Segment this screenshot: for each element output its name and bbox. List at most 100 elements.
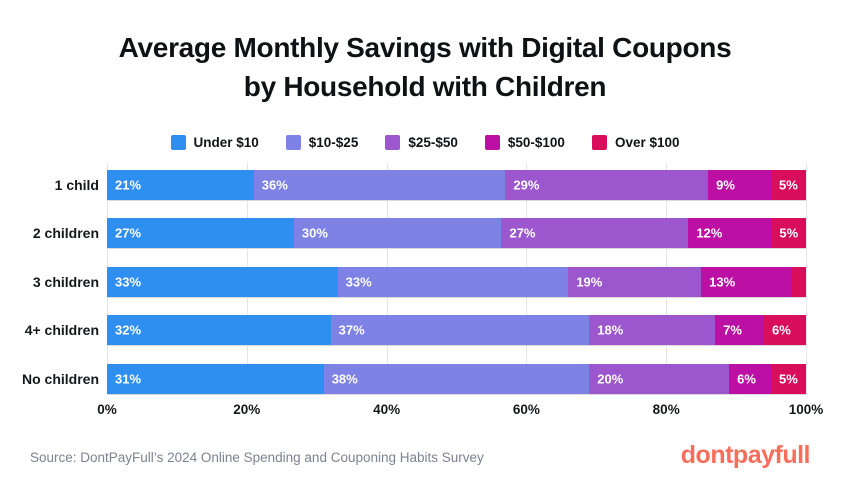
row-baseline [107, 200, 806, 201]
bar-segment: 27% [501, 218, 689, 249]
segment-value-label: 13% [709, 274, 736, 290]
bar-segment: 32% [107, 315, 331, 346]
x-axis-tick: 100% [788, 402, 824, 417]
bar-segment: 20% [589, 363, 730, 394]
bar-segment: 9% [708, 170, 772, 200]
bar-segment: 30% [293, 218, 502, 249]
bar-segment: 27% [107, 218, 294, 249]
segment-value-label: 21% [115, 177, 142, 193]
gridline [806, 163, 807, 394]
segment-value-label: 18% [597, 322, 624, 338]
bar-segment: 5% [771, 170, 806, 200]
chart-rows: 1 child 21% 36% 29% 9% 5% 2 children 27% 30% 27% 1… [0, 163, 806, 405]
legend-label: Over $100 [614, 135, 680, 150]
segment-value-label: 6% [737, 371, 756, 387]
source-attribution: Source: DontPayFull’s 2024 Online Spendi… [30, 450, 484, 465]
category-label: 4+ children [24, 322, 99, 339]
legend-swatch-icon [170, 135, 186, 150]
legend-label: $50-$100 [507, 135, 565, 150]
bar-segment: 13% [701, 266, 792, 297]
bar-segment: 5% [771, 363, 806, 394]
segment-value-label: 20% [597, 371, 624, 387]
category-label: 1 child [54, 177, 99, 193]
bar-track: 27% 30% 27% 12% 5% [107, 218, 806, 250]
bar-segment: 37% [330, 315, 590, 346]
bar-track: 33% 33% 19% 13% [107, 266, 806, 298]
segment-value-label: 31% [115, 371, 142, 387]
bar-segment: 6% [729, 363, 772, 394]
x-axis-tick: 60% [512, 402, 540, 417]
x-axis-tick: 80% [652, 402, 680, 417]
segment-value-label: 33% [345, 274, 372, 290]
bar-track: 32% 37% 18% 7% 6% [107, 315, 806, 347]
category-label: 3 children [32, 273, 99, 290]
legend-item-0: Under $10 [170, 135, 259, 150]
segment-value-label: 33% [115, 274, 142, 290]
legend-swatch-icon [285, 135, 301, 150]
bar-segment: 33% [107, 266, 338, 297]
segment-value-label: 7% [723, 322, 742, 338]
segment-value-label: 27% [115, 225, 142, 241]
segment-value-label: 5% [779, 177, 798, 193]
x-axis-tick: 0% [97, 402, 117, 417]
bar-segment: 6% [764, 315, 806, 346]
bar-track: 21% 36% 29% 9% 5% [107, 170, 806, 201]
chart-row-1: 1 child 21% 36% 29% 9% 5% [0, 163, 806, 211]
segment-value-label: 12% [696, 225, 723, 241]
segment-value-label: 5% [779, 371, 798, 387]
bar-track: 31% 38% 20% 6% 5% [107, 363, 806, 395]
chart-row-4: 4+ children 32% 37% 18% 7% 6% [0, 308, 806, 356]
legend-label: $25-$50 [408, 135, 458, 150]
segment-value-label: 38% [331, 371, 358, 387]
stacked-bar: 21% 36% 29% 9% 5% [107, 170, 806, 200]
x-axis: 0% 20% 40% 60% 80% 100% [97, 402, 823, 422]
legend-item-1: $10-$25 [285, 135, 359, 150]
row-baseline [107, 393, 806, 395]
bar-segment: 18% [589, 315, 716, 346]
row-baseline [107, 248, 806, 250]
stacked-bar-chart: 1 child 21% 36% 29% 9% 5% 2 children 27% 30% 27% 1… [0, 163, 850, 433]
segment-value-label: 36% [261, 177, 288, 193]
bar-segment [791, 266, 806, 297]
bar-segment: 5% [771, 218, 806, 249]
stacked-bar: 31% 38% 20% 6% 5% [107, 363, 806, 394]
stacked-bar: 27% 30% 27% 12% 5% [107, 218, 806, 249]
legend-item-2: $25-$50 [385, 135, 458, 150]
legend-label: Under $10 [193, 135, 259, 150]
bar-segment: 38% [323, 363, 590, 394]
dontpayfull-logo: dontpayfull [680, 441, 811, 469]
bar-segment: 33% [337, 266, 569, 297]
row-baseline [107, 345, 806, 347]
segment-value-label: 29% [513, 177, 540, 193]
segment-value-label: 6% [772, 322, 791, 338]
legend-swatch-icon [591, 135, 607, 150]
bar-segment: 31% [107, 363, 324, 394]
chart-title-line2: by Household with Children [243, 71, 607, 102]
x-axis-tick: 20% [233, 402, 261, 417]
chart-title: Average Monthly Savings with Digital Cou… [0, 28, 850, 106]
segment-value-label: 27% [509, 225, 536, 241]
category-label: No children [21, 370, 99, 387]
legend-swatch-icon [484, 135, 500, 150]
chart-row-3: 3 children 33% 33% 19% 13% [0, 260, 806, 308]
legend: Under $10 $10-$25 $25-$50 $50-$100 Over $100 [0, 135, 850, 150]
stacked-bar: 32% 37% 18% 7% 6% [107, 315, 806, 346]
segment-value-label: 19% [576, 274, 603, 290]
chart-row-5: No children 31% 38% 20% 6% 5% [0, 357, 806, 405]
x-axis-tick: 40% [373, 402, 401, 417]
segment-value-label: 9% [716, 177, 735, 193]
category-label: 2 children [32, 225, 99, 242]
bar-segment: 12% [688, 218, 772, 249]
segment-value-label: 37% [338, 322, 365, 338]
legend-label: $10-$25 [308, 135, 359, 150]
bar-segment: 36% [253, 170, 506, 200]
stacked-bar: 33% 33% 19% 13% [107, 266, 806, 297]
bar-segment: 21% [107, 170, 254, 200]
chart-title-line1: Average Monthly Savings with Digital Cou… [118, 32, 732, 63]
bar-segment: 7% [715, 315, 765, 346]
legend-item-3: $50-$100 [484, 135, 565, 150]
legend-item-4: Over $100 [591, 135, 680, 150]
segment-value-label: 5% [779, 225, 799, 241]
chart-row-2: 2 children 27% 30% 27% 12% 5% [0, 211, 806, 259]
bar-segment: 29% [505, 170, 709, 200]
